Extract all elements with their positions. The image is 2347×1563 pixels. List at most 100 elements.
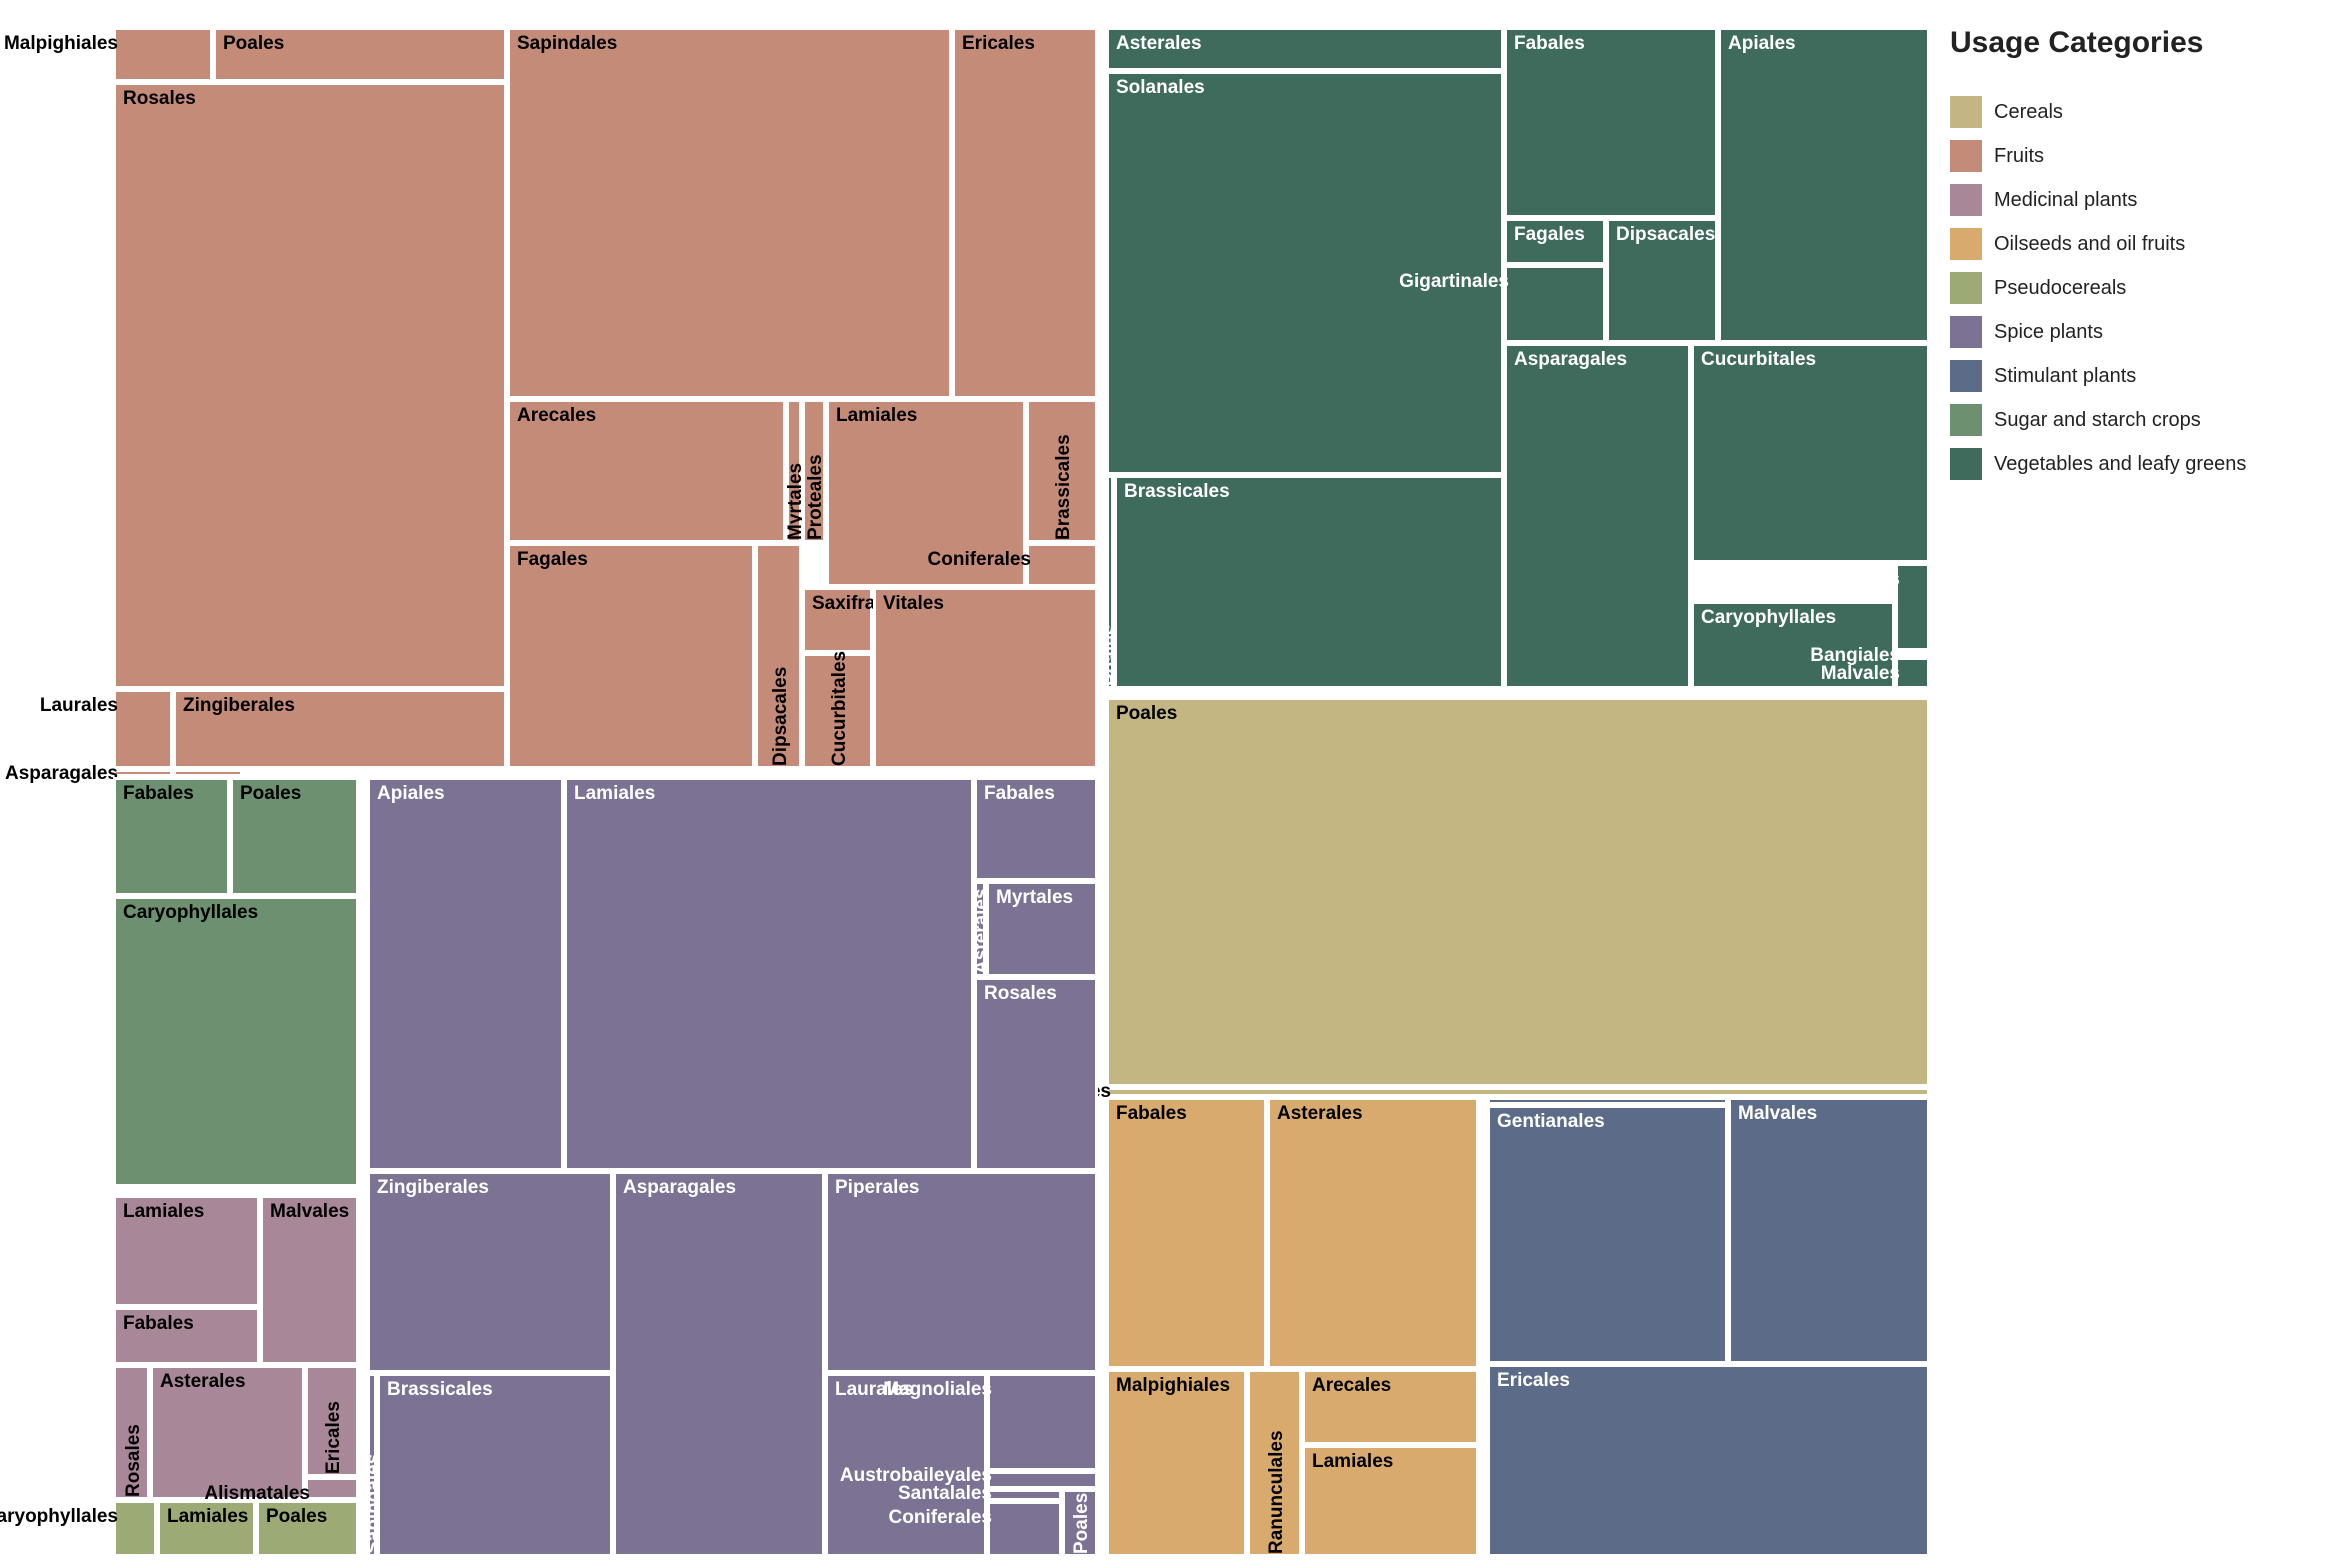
treemap-tile-vitales[interactable]: Vitales [873,587,1098,769]
treemap-tile-arecales[interactable]: Arecales [507,399,786,543]
treemap-tile-poales[interactable]: Poales [1101,475,1122,689]
treemap-tile-rosales[interactable]: Rosales [974,977,1098,1171]
treemap-tile-malpighiales[interactable]: Malpighiales [4,27,213,82]
treemap-tile-rosales[interactable]: Rosales [113,1365,150,1500]
legend-item-sugar-and-starch-crops[interactable]: Sugar and starch crops [1950,398,2246,442]
treemap-tile-brassicales[interactable]: Brassicales [1026,399,1098,543]
legend-item-vegetables-and-leafy-greens[interactable]: Vegetables and leafy greens [1950,442,2246,486]
treemap-tile-cucurbitales[interactable]: Cucurbitales [1691,343,1930,563]
tile-label: Fabales [123,1313,194,1334]
treemap-tile-myrtales[interactable]: Myrtales [986,881,1098,977]
tile-label: Austrobaileyales [839,1465,992,1486]
legend-items: Cereals Fruits Medicinal plants Oilseeds an… [1950,90,2246,486]
treemap-tile-poales[interactable]: Poales [1062,1489,1098,1557]
treemap-tile-gentianales[interactable]: Gentianales [1487,1105,1728,1364]
treemap-tile-ericales[interactable]: Ericales [1487,1364,1930,1557]
treemap-tile-santalales[interactable]: Santalales [898,1483,1062,1504]
legend-item-oilseeds-and-oil-fruits[interactable]: Oilseeds and oil fruits [1950,222,2246,266]
legend-item-medicinal-plants[interactable]: Medicinal plants [1950,178,2246,222]
legend-item-cereals[interactable]: Cereals [1950,90,2246,134]
treemap-tile-proteales[interactable]: Proteales [802,399,826,543]
treemap-tile-poales[interactable]: Poales [1050,1081,1930,1102]
tile-label: Ranunculales [1265,1430,1287,1554]
treemap-tile-apiales[interactable]: Apiales [1718,27,1930,343]
treemap-tile-lamiales[interactable]: Lamiales [113,1195,260,1307]
treemap-tile-brassicales[interactable]: Brassicales [1114,475,1504,689]
treemap-tile-malpighiales[interactable]: Malpighiales [1106,1369,1247,1557]
treemap-tile-poales[interactable]: Poales [1106,697,1930,1087]
treemap-tile-asterales[interactable]: Asterales [1267,1097,1479,1369]
treemap-tile-sapindales[interactable]: Sapindales [363,1373,384,1557]
treemap-tile-fagales[interactable]: Fagales [507,543,755,769]
treemap-tile-dipsacales[interactable]: Dipsacales [1606,218,1718,343]
treemap-tile-lamiales[interactable]: Lamiales [564,777,974,1171]
legend-label: Stimulant plants [1994,364,2137,387]
treemap-tile-malvales[interactable]: Malvales [1821,657,1930,689]
treemap-tile-caryophyllales[interactable]: Caryophyllales [1691,601,1895,689]
treemap-tile-coniferales[interactable]: Coniferales [928,543,1098,587]
tile-label: Fagales [517,549,588,570]
treemap-tile-brassicales[interactable]: Brassicales [377,1373,613,1557]
treemap-tile-austrobaileyales[interactable]: Austrobaileyales [840,1465,1098,1489]
treemap-tile-ericales[interactable]: Ericales [305,1365,359,1477]
treemap-tile-fabales[interactable]: Fabales [113,777,230,896]
legend-item-fruits[interactable]: Fruits [1950,134,2246,178]
treemap-tile-piperales[interactable]: Piperales [825,1171,1098,1373]
treemap-tile-apiales[interactable]: Apiales [367,777,564,1171]
treemap-tile-fabales[interactable]: Fabales [974,777,1098,881]
treemap-tile-malvales[interactable]: Malvales [260,1195,359,1365]
treemap-tile-myrtales[interactable]: Myrtales [785,399,806,543]
treemap-tile-caryophyllales[interactable]: Caryophyllales [113,896,359,1187]
treemap-tile-zingiberales[interactable]: Zingiberales [173,689,507,769]
treemap-tile-laurales[interactable]: Laurales [40,689,173,769]
treemap-tile-ericales[interactable]: Ericales [952,27,1098,399]
treemap-tile-solanales[interactable]: Solanales [1106,71,1504,475]
treemap-tile-sapindales[interactable]: Sapindales [507,27,952,399]
treemap-tile-caryophyllales[interactable]: Caryophyllales [0,1500,157,1557]
tile-label: Piperales [835,1177,920,1198]
treemap-tile-fagales[interactable]: Fagales [1504,218,1606,265]
treemap-tile-magnoliales[interactable]: Magnoliales [883,1373,1098,1471]
treemap-tile-saxifragales[interactable]: Saxifragales [802,587,924,653]
treemap-tile-dipsacales[interactable]: Dipsacales [755,543,802,769]
treemap-tile-asparagales[interactable]: Asparagales [1504,343,1691,689]
treemap-tile-asparagales[interactable]: Asparagales [5,763,173,784]
treemap-tile-cucurbitales[interactable]: Cucurbitales [802,651,873,769]
treemap-tile-rosales[interactable]: Rosales [113,82,507,689]
treemap-tile-bangiales[interactable]: Bangiales [1810,645,1930,666]
treemap-tile-coniferales[interactable]: Coniferales [889,1501,1062,1557]
treemap-tile-poales[interactable]: Poales [230,777,359,896]
treemap-tile-poales[interactable]: Poales [213,27,507,82]
treemap-tile-poales[interactable]: Poales [256,1500,359,1557]
treemap-tile-alismatales[interactable]: Alismatales [204,1477,359,1504]
treemap-tile-asparagales[interactable]: Asparagales [613,1171,825,1557]
treemap-tile-asterales[interactable]: Asterales [1106,27,1504,71]
treemap-tile-ranunculales[interactable]: Ranunculales [1247,1369,1302,1557]
treemap-tile-lamiales[interactable]: Lamiales [1302,1445,1479,1557]
treemap-tile-sapindales[interactable]: Sapindales [1487,1097,1728,1124]
tile-label: Ericales [323,1401,344,1474]
treemap-tile-asterales[interactable]: Asterales [150,1365,305,1500]
treemap-tile-gigartinales[interactable]: Gigartinales [1399,265,1606,343]
treemap-tile-zingiberales[interactable]: Zingiberales [367,1171,613,1373]
treemap-tile-lamiales[interactable]: Lamiales [157,1500,256,1557]
legend-item-spice-plants[interactable]: Spice plants [1950,310,2246,354]
legend-swatch [1950,96,1982,128]
treemap-tile-fabales[interactable]: Fabales [113,1307,260,1365]
legend-item-stimulant-plants[interactable]: Stimulant plants [1950,354,2246,398]
tile-label: Brassicales [387,1379,493,1400]
treemap-tile-fabales[interactable]: Fabales [1106,1097,1267,1369]
treemap-tile-arecales[interactable]: Arecales [1302,1369,1479,1445]
treemap-tile-laurales[interactable]: Laurales [825,1373,987,1557]
treemap-tile-sapindales[interactable]: Sapindales [173,769,283,796]
tile-label: Poales [1116,703,1178,724]
treemap-tile-malvales[interactable]: Malvales [1728,1097,1930,1364]
tile-label: Apiales [377,783,445,804]
treemap-tile-lamiales[interactable]: Lamiales [826,399,1026,587]
treemap-tile-malpighiales[interactable]: Malpighiales [1786,563,1930,651]
treemap-tile-fabales[interactable]: Fabales [1504,27,1718,218]
treemap-tile-asterales[interactable]: Asterales [971,881,992,977]
tile-label: Santalales [898,1483,992,1504]
legend-item-pseudocereals[interactable]: Pseudocereals [1950,266,2246,310]
